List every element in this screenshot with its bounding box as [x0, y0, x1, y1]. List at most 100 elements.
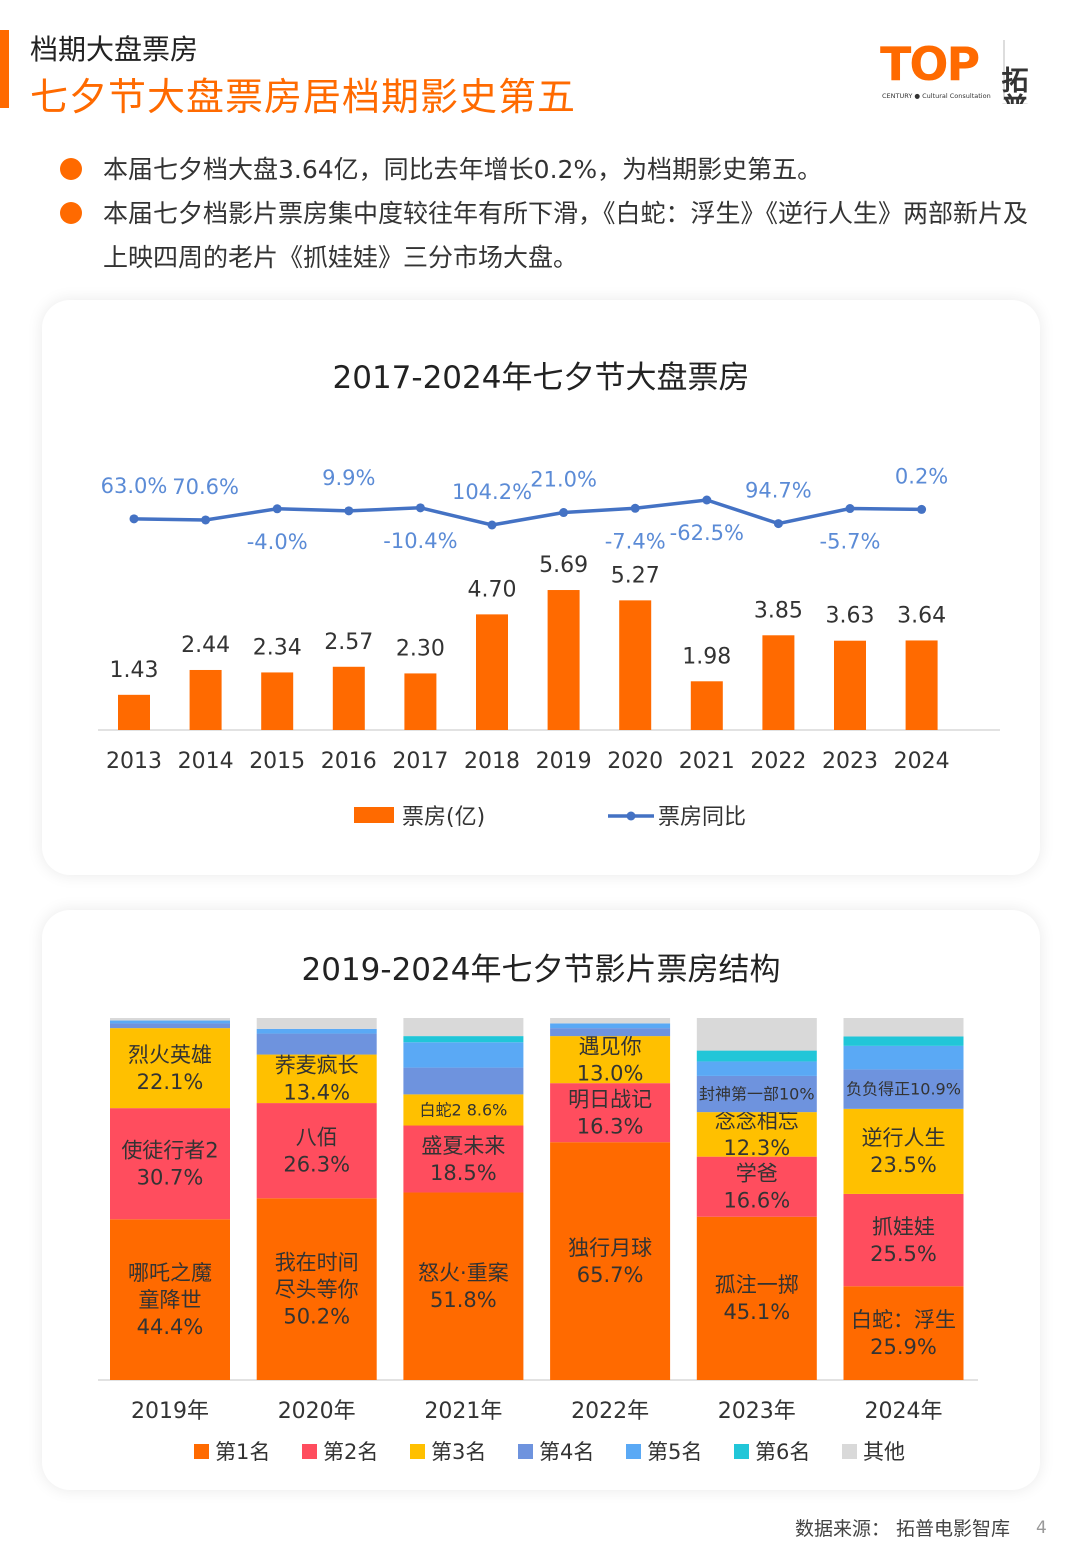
- x-tick-label: 2020: [607, 749, 663, 774]
- yoy-point: [845, 504, 855, 514]
- segment-label: 抓娃娃 25.5%: [870, 1215, 937, 1266]
- bar: [404, 673, 437, 730]
- bar: [476, 614, 508, 730]
- segment-label-line: 25.9%: [870, 1335, 937, 1359]
- segment-label: 负负得正10.9%: [846, 1080, 961, 1099]
- segment-label-line: 念念相忘: [715, 1109, 799, 1133]
- segment-label: 逆行人生 23.5%: [862, 1126, 946, 1177]
- stack-segment: [256, 1103, 377, 1199]
- segment-label-line: 八佰: [296, 1126, 338, 1150]
- bar-value-label: 1.43: [110, 658, 159, 683]
- segment-label-line: 逆行人生: [862, 1126, 946, 1150]
- legend-swatch: [410, 1444, 425, 1459]
- x-tick-label: 2019年: [131, 1399, 209, 1424]
- stack-segment: [256, 1033, 377, 1055]
- segment-label-line: 烈火英雄: [128, 1043, 212, 1067]
- yoy-point: [702, 495, 712, 505]
- bar: [189, 669, 222, 730]
- stack-segment: [403, 1036, 524, 1043]
- x-tick-label: 2019: [536, 749, 592, 774]
- segment-label-line: 25.5%: [870, 1242, 937, 1266]
- yoy-value-label: -4.0%: [247, 530, 308, 554]
- segment-label-line: 30.7%: [137, 1166, 204, 1190]
- stack-segment: [403, 1067, 524, 1095]
- section-subtitle: 档期大盘票房: [30, 33, 199, 66]
- segment-label-line: 哪吒之魔: [128, 1261, 212, 1285]
- bar-value-label: 5.69: [539, 553, 588, 578]
- segment-label-line: 负负得正10.9%: [846, 1080, 961, 1099]
- bar-value-label: 3.64: [897, 603, 946, 628]
- yoy-value-label: -62.5%: [670, 521, 744, 545]
- x-tick-label: 2013: [106, 749, 162, 774]
- stack-segment: [843, 1108, 964, 1194]
- structure-chart: 哪吒之魔童降世 44.4% 使徒行者2 30.7% 烈火英雄 22.1% 2019年 我在时间…: [98, 1018, 978, 1464]
- yoy-point: [917, 504, 927, 514]
- bullet-item: 本届七夕档影片票房集中度较往年有所下滑，《白蛇：浮生》《逆行人生》两部新片及上映…: [60, 192, 1040, 280]
- stack-segment: [256, 1018, 377, 1029]
- segment-label-line: 50.2%: [283, 1304, 350, 1328]
- legend-label: 第2名: [323, 1440, 378, 1464]
- stack-segment: [550, 1018, 671, 1024]
- segment-label: 烈火英雄 22.1%: [128, 1043, 212, 1094]
- stack-segment: [843, 1286, 964, 1380]
- film-structure-card: 2019-2024年七夕节影片票房结构 哪吒之魔童降世 44.4% 使徒行者2 30.…: [42, 910, 1040, 1490]
- segment-label-line: 16.6%: [723, 1189, 790, 1213]
- yoy-line: [133, 498, 922, 527]
- bullet-dot-icon: [60, 202, 82, 224]
- stack-segment: [696, 1061, 817, 1076]
- bullet-text: 本届七夕档大盘3.64亿，同比去年增长0.2%，为档期影史第五。: [103, 155, 823, 184]
- yoy-point: [129, 514, 139, 524]
- legend-swatch-point: [626, 811, 636, 821]
- segment-label: 明日战记 16.3%: [568, 1088, 652, 1139]
- segment-label-line: 白蛇：浮生: [851, 1308, 956, 1332]
- stack-segment: [110, 1018, 230, 1021]
- yoy-value-label: 94.7%: [745, 479, 812, 503]
- legend-label: 票房同比: [658, 805, 746, 830]
- yoy-value-label: 63.0%: [101, 474, 168, 498]
- segment-label: 白蛇2 8.6%: [419, 1101, 507, 1120]
- yoy-point: [272, 504, 282, 514]
- stack-segment: [110, 1219, 230, 1380]
- segment-label: 哪吒之魔童降世 44.4%: [128, 1261, 212, 1339]
- legend-label: 第6名: [755, 1440, 810, 1464]
- segment-label-line: 学爸: [736, 1162, 778, 1186]
- legend-swatch: [518, 1444, 533, 1459]
- box-office-chart: 1.43 2013 2.44 2014 2.34 2015 2.57 2016 2.30 2017…: [98, 464, 1000, 830]
- x-tick-label: 2021: [679, 749, 735, 774]
- legend-swatch-bar: [354, 807, 394, 823]
- segment-label-line: 65.7%: [577, 1263, 644, 1287]
- data-source: 数据来源： 拓普电影智库: [795, 1518, 1011, 1540]
- legend-label: 第3名: [431, 1440, 486, 1464]
- stack-segment: [696, 1156, 817, 1217]
- segment-label-line: 孤注一掷: [715, 1273, 799, 1297]
- bar: [547, 590, 580, 730]
- segment-label-line: 51.8%: [430, 1288, 497, 1312]
- segment-label: 八佰 26.3%: [283, 1126, 350, 1177]
- yoy-value-label: 9.9%: [322, 466, 375, 490]
- segment-label: 使徒行者2 30.7%: [121, 1139, 218, 1190]
- legend-swatch: [842, 1444, 857, 1459]
- yoy-point: [487, 520, 497, 530]
- yoy-value-label: -5.7%: [820, 530, 881, 554]
- segment-label: 念念相忘 12.3%: [715, 1109, 799, 1160]
- stack-segment: [696, 1075, 817, 1113]
- x-tick-label: 2018: [464, 749, 520, 774]
- x-tick-label: 2017: [392, 749, 448, 774]
- stack-segment: [843, 1018, 964, 1037]
- segment-label-line: 12.3%: [723, 1136, 790, 1160]
- yoy-value-label: -10.4%: [383, 529, 457, 553]
- x-tick-label: 2023年: [718, 1399, 796, 1424]
- segment-label: 独行月球 65.7%: [568, 1236, 652, 1287]
- stack-segment: [110, 1023, 230, 1029]
- segment-label-line: 13.4%: [283, 1081, 350, 1105]
- segment-label-line: 13.0%: [577, 1061, 644, 1085]
- summary-bullets: 本届七夕档大盘3.64亿，同比去年增长0.2%，为档期影史第五。 本届七夕档影片…: [60, 148, 1040, 280]
- yoy-point: [559, 508, 569, 518]
- top-logo: TOP CENTURY ● Cultural Consultation 拓普: [880, 37, 1028, 104]
- stack-segment: [843, 1069, 964, 1109]
- x-tick-label: 2022: [750, 749, 806, 774]
- bar-value-label: 2.44: [181, 633, 230, 658]
- x-tick-label: 2024年: [865, 1399, 943, 1424]
- x-tick-label: 2022年: [571, 1399, 649, 1424]
- stack-segment: [550, 1036, 671, 1084]
